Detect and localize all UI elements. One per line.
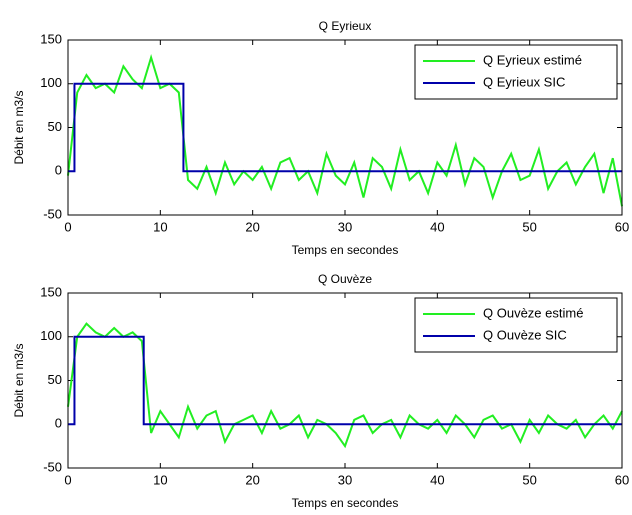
- y-tick-label: 100: [40, 75, 62, 90]
- chart-title: Q Ouvèze: [318, 272, 372, 286]
- x-tick-label: 20: [245, 472, 259, 487]
- legend-label: Q Ouvèze estimé: [483, 305, 583, 320]
- x-tick-label: 50: [522, 219, 536, 234]
- x-tick-label: 50: [522, 472, 536, 487]
- x-tick-label: 10: [153, 219, 167, 234]
- data-line: [67, 322, 623, 449]
- legend-label: Q Ouvèze SIC: [483, 327, 567, 342]
- y-tick-label: 50: [48, 372, 62, 387]
- y-tick-label: 150: [40, 284, 62, 299]
- data-line: [68, 82, 622, 173]
- x-tick-label: 30: [338, 472, 352, 487]
- y-tick-label: 0: [55, 416, 62, 431]
- legend-box: [414, 44, 618, 100]
- x-axis-label: Temps en secondes: [292, 243, 399, 257]
- axes-box: [67, 292, 623, 469]
- x-tick-label: 0: [64, 219, 71, 234]
- x-tick-label: 60: [615, 472, 629, 487]
- x-tick-label: 10: [153, 472, 167, 487]
- x-tick-label: 40: [430, 219, 444, 234]
- y-axis-label: Débit en m3/s: [12, 90, 26, 164]
- legend-box: [414, 297, 618, 353]
- chart-title: Q Eyrieux: [319, 19, 372, 33]
- data-line: [67, 54, 623, 207]
- data-line: [68, 335, 622, 426]
- y-tick-label: 50: [48, 119, 62, 134]
- y-tick-label: -50: [43, 459, 62, 474]
- y-tick-label: -50: [43, 206, 62, 221]
- y-tick-label: 0: [55, 163, 62, 178]
- x-tick-label: 0: [64, 472, 71, 487]
- x-tick-label: 30: [338, 219, 352, 234]
- y-axis-label: Débit en m3/s: [12, 343, 26, 417]
- x-tick-label: 20: [245, 219, 259, 234]
- legend-label: Q Eyrieux SIC: [483, 74, 565, 89]
- y-tick-label: 100: [40, 328, 62, 343]
- y-tick-label: 150: [40, 31, 62, 46]
- axes-box: [67, 39, 623, 216]
- legend-label: Q Eyrieux estimé: [483, 52, 582, 67]
- x-tick-label: 60: [615, 219, 629, 234]
- x-tick-label: 40: [430, 472, 444, 487]
- x-axis-label: Temps en secondes: [292, 496, 399, 510]
